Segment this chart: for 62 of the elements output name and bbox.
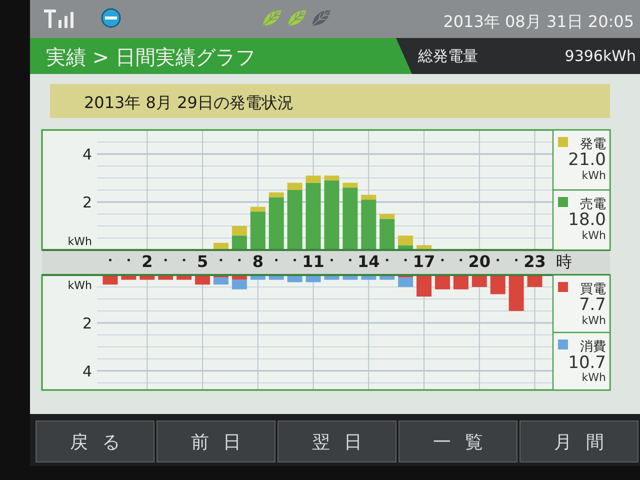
legend-label: 売電 (580, 197, 606, 212)
bar (306, 182, 321, 250)
text: 2013年 08月 31日 20:05 (443, 12, 634, 31)
text: 21.0 kWh (567, 150, 606, 182)
x-tick-label: 11 (302, 252, 324, 271)
text: 一覧 (433, 432, 497, 453)
bar (342, 188, 358, 250)
text: 総発電量 (417, 47, 478, 65)
x-tick-label: 17 (412, 252, 436, 271)
x-tick-label: 14 (358, 252, 380, 271)
bar (416, 275, 432, 297)
x-tick-label: 2 (142, 252, 153, 271)
y-tick-label: 4 (82, 362, 92, 380)
bar (232, 236, 247, 250)
text: 18.0 kWh (567, 210, 606, 242)
x-tick-label: 23 (524, 252, 546, 271)
bar (527, 275, 542, 287)
legend-label: 発電 (580, 137, 606, 152)
bar (490, 275, 506, 294)
legend-label: 消費 (580, 340, 606, 354)
text: 実績 > 日間実績グラフ (46, 45, 256, 69)
bar (232, 280, 247, 290)
bar (324, 176, 340, 180)
bar (287, 182, 302, 190)
y-tick-label: 4 (82, 146, 92, 164)
x-axis-title: 時 (556, 252, 572, 271)
text: 戻る (70, 432, 134, 453)
bar (508, 275, 524, 311)
y-tick-label: 2 (82, 314, 92, 332)
text: 前日 (191, 432, 255, 453)
bar (324, 180, 340, 250)
y-axis-title: kWh (68, 279, 92, 292)
bar (287, 190, 302, 250)
bar (213, 277, 228, 285)
text: 9396kWh (564, 47, 636, 65)
x-tick-label: 5 (196, 252, 208, 271)
y-tick-label: 2 (82, 194, 92, 212)
x-tick-label: 20 (468, 252, 491, 271)
bar (398, 277, 414, 287)
bar (232, 226, 247, 236)
y-axis-title: kWh (68, 235, 92, 248)
text: 10.7 kWh (567, 352, 606, 384)
bar (250, 206, 266, 212)
bar (361, 200, 376, 250)
bar (306, 176, 321, 183)
text: 7.7 kWh (578, 295, 606, 327)
bar (434, 275, 450, 290)
bar (342, 182, 358, 188)
text: 翌日 (312, 432, 376, 453)
bar (268, 192, 284, 198)
chart-title: 2013年 8月 29日の発電状況 (84, 93, 294, 112)
legend-label: 買電 (580, 282, 606, 297)
bar (268, 197, 284, 250)
x-tick-label: 8 (252, 252, 264, 271)
bar (250, 212, 266, 250)
bar (380, 218, 395, 250)
bar (380, 214, 395, 219)
bar (398, 236, 414, 246)
text: 月間 (554, 432, 618, 453)
bar (453, 275, 468, 290)
bar (472, 275, 487, 287)
bar (361, 194, 376, 200)
